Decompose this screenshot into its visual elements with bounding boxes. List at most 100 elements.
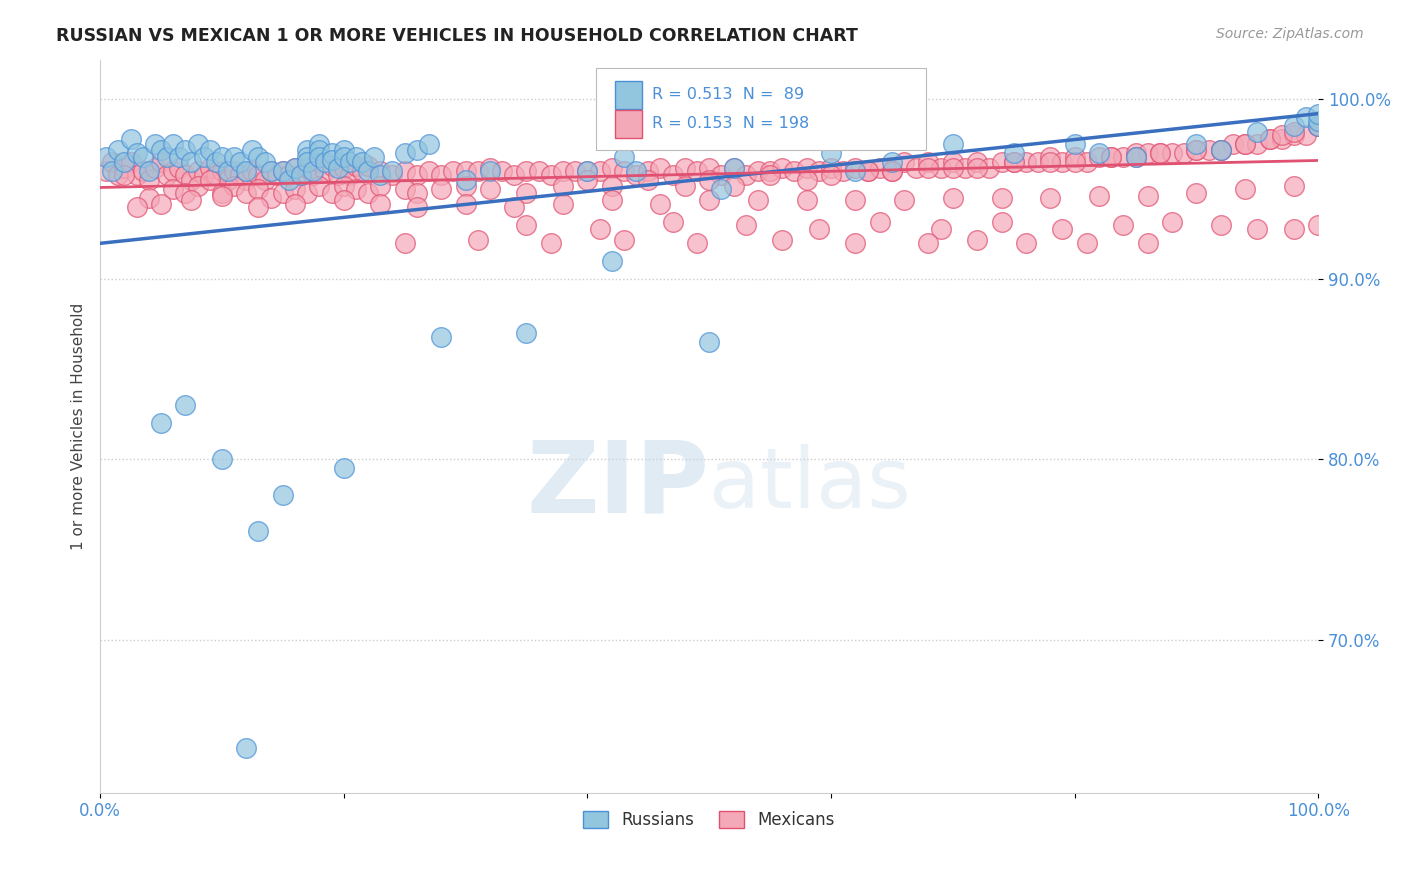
Point [697,173,720,187]
Point [1088,189,1111,203]
Point [637,173,659,187]
Point [321,153,343,168]
Point [1185,143,1208,157]
Point [1015,236,1038,251]
Point [290,168,312,182]
Point [357,186,380,200]
Point [1076,236,1098,251]
Point [278,173,301,187]
Point [1282,125,1305,139]
Point [503,168,526,182]
Point [368,178,391,193]
Point [917,155,939,169]
Point [332,143,354,157]
Point [247,524,270,539]
Point [242,143,264,157]
Point [600,193,623,207]
Point [1209,219,1232,233]
Point [576,164,599,178]
Point [368,196,391,211]
Point [339,168,361,182]
Point [1282,128,1305,143]
Point [321,186,343,200]
Point [917,236,939,251]
Point [1258,132,1281,146]
Point [637,164,659,178]
Point [917,161,939,175]
Point [332,161,354,175]
Point [844,193,866,207]
Point [454,173,477,187]
Point [174,168,197,182]
Point [260,191,283,205]
Point [302,164,325,178]
Point [297,150,319,164]
Point [1258,132,1281,146]
Point [290,168,312,182]
Point [332,150,354,164]
Point [430,168,453,182]
Point [1088,150,1111,164]
Legend: Russians, Mexicans: Russians, Mexicans [576,804,842,836]
Point [308,155,330,169]
Point [1282,120,1305,134]
Point [1052,155,1074,169]
Point [394,164,416,178]
Point [1185,137,1208,152]
Point [308,143,330,157]
Point [820,168,842,182]
Point [198,173,221,187]
Point [235,186,257,200]
Point [381,168,404,182]
Point [844,161,866,175]
Point [613,233,636,247]
Point [1282,222,1305,236]
Point [1271,132,1294,146]
Point [1088,146,1111,161]
Text: R = 0.513  N =  89: R = 0.513 N = 89 [652,87,804,102]
Point [247,168,270,182]
Point [174,186,197,200]
Point [820,146,842,161]
Point [394,146,416,161]
Point [198,161,221,175]
Point [297,186,319,200]
Point [326,168,349,182]
Point [661,215,683,229]
Point [1039,155,1062,169]
Point [180,173,202,187]
Point [326,161,349,175]
Point [734,219,756,233]
Point [211,452,233,467]
Point [856,164,879,178]
Point [1063,155,1085,169]
Point [1039,191,1062,205]
Point [297,161,319,175]
Point [661,168,683,182]
Point [1234,137,1257,152]
Point [893,193,915,207]
Point [880,164,903,178]
Point [217,164,239,178]
Point [1209,143,1232,157]
Point [515,219,537,233]
Point [368,168,391,182]
Point [314,164,336,178]
Point [357,159,380,173]
Point [588,222,610,236]
Point [224,150,246,164]
Point [759,168,782,182]
Point [1002,155,1025,169]
Point [600,161,623,175]
Point [120,132,142,146]
Point [1099,150,1122,164]
Point [454,178,477,193]
Point [734,168,756,182]
Point [430,182,453,196]
Point [467,164,489,178]
Point [759,164,782,178]
Point [138,164,160,178]
Point [770,161,793,175]
Point [271,164,294,178]
Point [193,168,215,182]
